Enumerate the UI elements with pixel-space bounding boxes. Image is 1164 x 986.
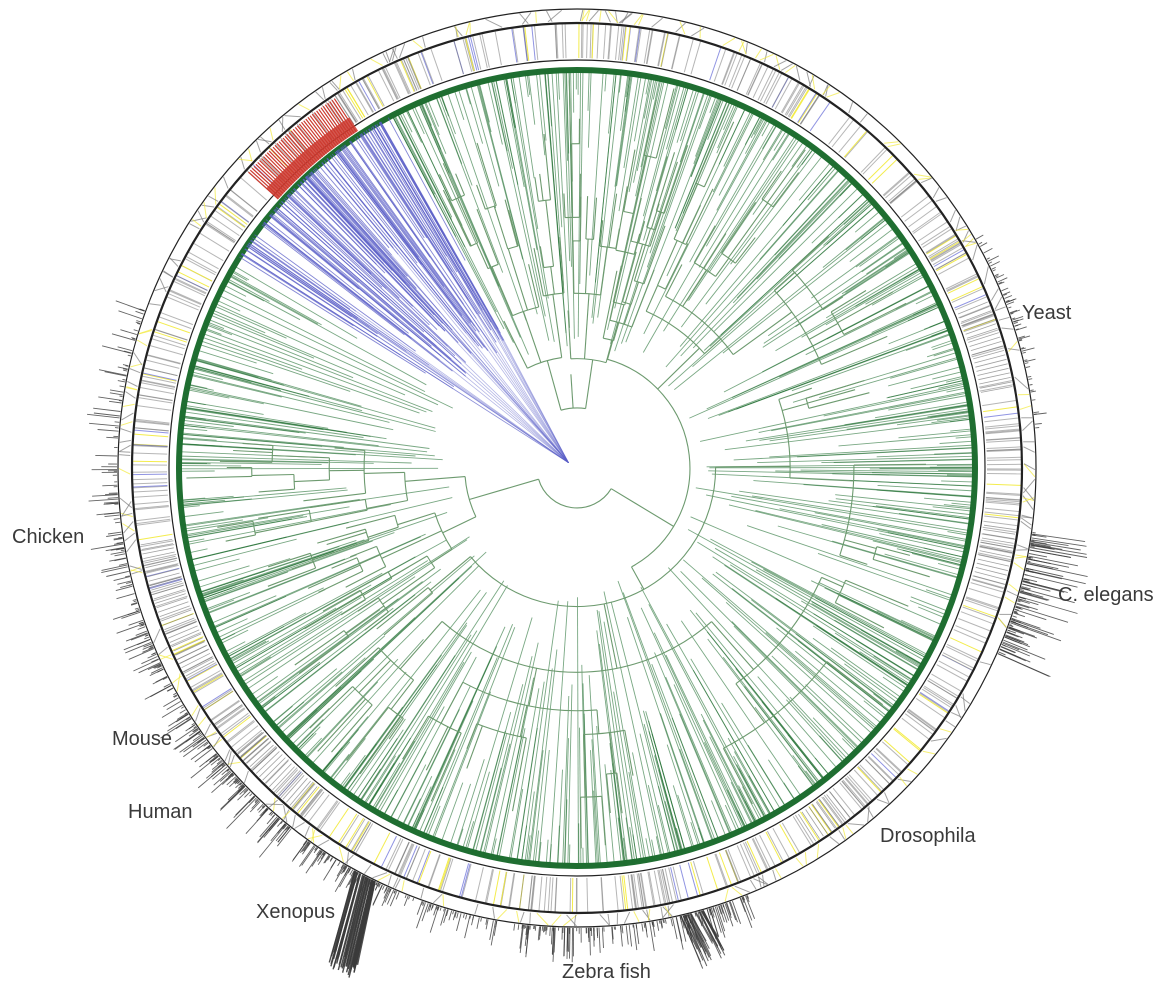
tree-leaves bbox=[177, 68, 977, 868]
clade-red bbox=[248, 98, 359, 200]
ring-middle-border bbox=[130, 21, 1024, 915]
tree-branches bbox=[186, 80, 930, 849]
label-drosophila: Drosophila bbox=[880, 825, 976, 847]
species-spike-histogram bbox=[87, 234, 1088, 978]
species-labels: Yeast C. elegans Drosophila Zebra fish X… bbox=[12, 302, 1154, 983]
label-c-elegans: C. elegans bbox=[1058, 584, 1154, 606]
ring-ticks bbox=[118, 9, 1036, 927]
clade-blue bbox=[239, 117, 569, 464]
circular-tree bbox=[176, 67, 978, 869]
label-xenopus: Xenopus bbox=[256, 901, 335, 923]
label-zebra-fish: Zebra fish bbox=[562, 961, 651, 983]
label-human: Human bbox=[128, 801, 192, 823]
label-chicken: Chicken bbox=[12, 526, 84, 548]
label-yeast: Yeast bbox=[1022, 302, 1072, 324]
label-mouse: Mouse bbox=[112, 728, 172, 750]
